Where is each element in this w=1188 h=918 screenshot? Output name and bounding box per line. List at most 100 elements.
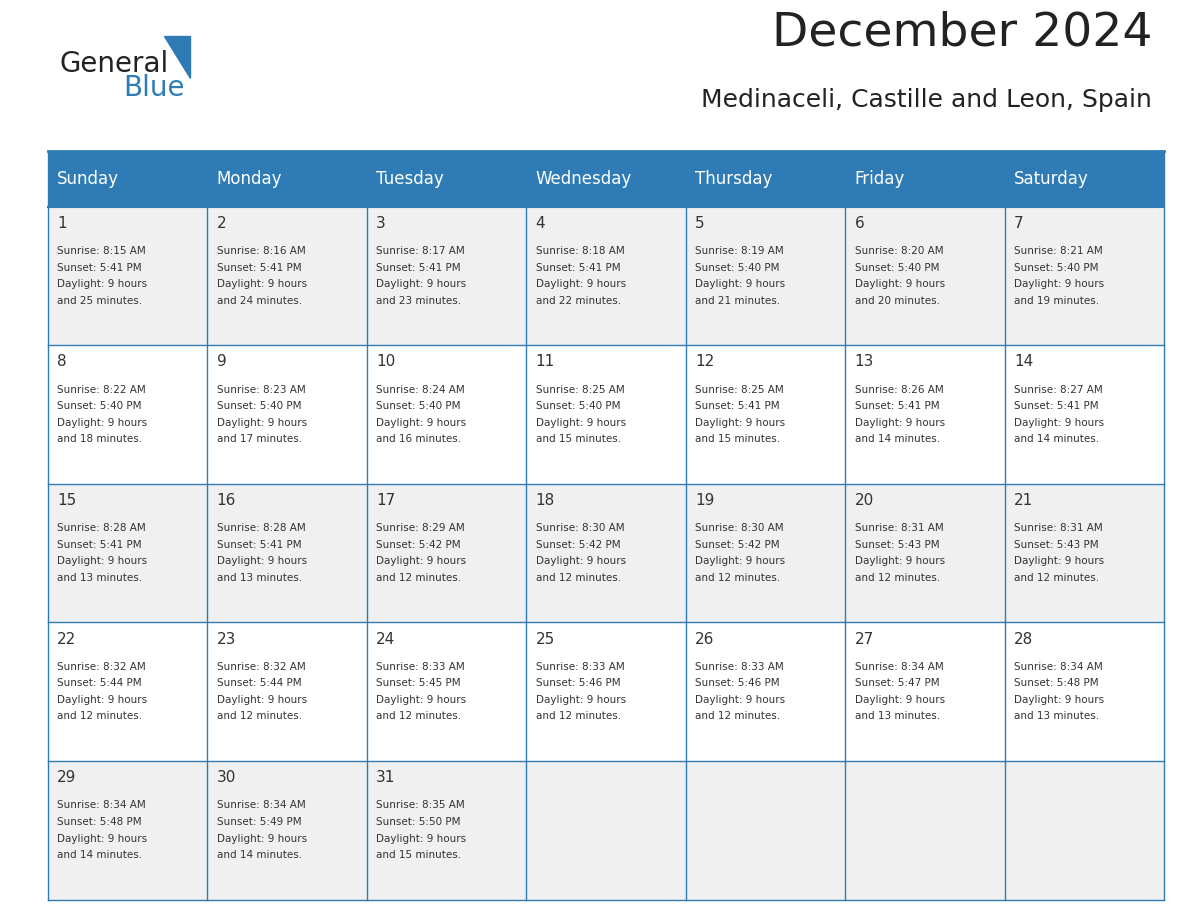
Text: Sunrise: 8:30 AM: Sunrise: 8:30 AM xyxy=(695,523,784,533)
Text: Medinaceli, Castille and Leon, Spain: Medinaceli, Castille and Leon, Spain xyxy=(701,88,1152,112)
Text: 24: 24 xyxy=(377,632,396,646)
Text: Sunset: 5:42 PM: Sunset: 5:42 PM xyxy=(536,540,620,550)
Text: Sunrise: 8:23 AM: Sunrise: 8:23 AM xyxy=(216,385,305,395)
Text: Saturday: Saturday xyxy=(1015,170,1089,188)
Text: Sunset: 5:41 PM: Sunset: 5:41 PM xyxy=(377,263,461,273)
Text: 23: 23 xyxy=(216,632,236,646)
Text: 1: 1 xyxy=(57,216,67,230)
Text: and 14 minutes.: and 14 minutes. xyxy=(216,850,302,860)
Text: Sunrise: 8:18 AM: Sunrise: 8:18 AM xyxy=(536,246,625,256)
Text: Blue: Blue xyxy=(124,73,185,102)
Text: December 2024: December 2024 xyxy=(772,10,1152,55)
Text: 20: 20 xyxy=(854,493,874,508)
Text: 21: 21 xyxy=(1015,493,1034,508)
Text: 13: 13 xyxy=(854,354,874,369)
Text: 9: 9 xyxy=(216,354,226,369)
Text: and 19 minutes.: and 19 minutes. xyxy=(1015,296,1099,306)
Text: Sunrise: 8:34 AM: Sunrise: 8:34 AM xyxy=(854,662,943,672)
Text: Daylight: 9 hours: Daylight: 9 hours xyxy=(57,695,147,705)
Text: Tuesday: Tuesday xyxy=(377,170,444,188)
Text: Daylight: 9 hours: Daylight: 9 hours xyxy=(377,556,466,566)
Text: Daylight: 9 hours: Daylight: 9 hours xyxy=(854,418,944,428)
Text: Sunrise: 8:26 AM: Sunrise: 8:26 AM xyxy=(854,385,943,395)
Text: Daylight: 9 hours: Daylight: 9 hours xyxy=(377,834,466,844)
Text: 17: 17 xyxy=(377,493,396,508)
Text: Friday: Friday xyxy=(854,170,905,188)
Text: Sunset: 5:41 PM: Sunset: 5:41 PM xyxy=(1015,401,1099,411)
Text: Sunrise: 8:22 AM: Sunrise: 8:22 AM xyxy=(57,385,146,395)
Text: Sunrise: 8:34 AM: Sunrise: 8:34 AM xyxy=(57,800,146,811)
Text: Sunrise: 8:24 AM: Sunrise: 8:24 AM xyxy=(377,385,465,395)
FancyBboxPatch shape xyxy=(48,207,1164,345)
Text: Daylight: 9 hours: Daylight: 9 hours xyxy=(695,418,785,428)
Text: Daylight: 9 hours: Daylight: 9 hours xyxy=(854,556,944,566)
Text: Sunset: 5:41 PM: Sunset: 5:41 PM xyxy=(216,540,302,550)
Text: Daylight: 9 hours: Daylight: 9 hours xyxy=(57,418,147,428)
Text: Daylight: 9 hours: Daylight: 9 hours xyxy=(695,279,785,289)
Text: and 15 minutes.: and 15 minutes. xyxy=(377,850,461,860)
Text: and 18 minutes.: and 18 minutes. xyxy=(57,434,143,444)
Text: Daylight: 9 hours: Daylight: 9 hours xyxy=(854,695,944,705)
Text: Monday: Monday xyxy=(216,170,282,188)
Text: Daylight: 9 hours: Daylight: 9 hours xyxy=(57,556,147,566)
Text: 7: 7 xyxy=(1015,216,1024,230)
Text: Sunset: 5:41 PM: Sunset: 5:41 PM xyxy=(536,263,620,273)
Text: Sunrise: 8:33 AM: Sunrise: 8:33 AM xyxy=(377,662,465,672)
Text: Sunset: 5:45 PM: Sunset: 5:45 PM xyxy=(377,678,461,688)
Text: Sunset: 5:40 PM: Sunset: 5:40 PM xyxy=(854,263,940,273)
Text: Sunrise: 8:20 AM: Sunrise: 8:20 AM xyxy=(854,246,943,256)
Text: Sunrise: 8:21 AM: Sunrise: 8:21 AM xyxy=(1015,246,1102,256)
Polygon shape xyxy=(164,36,190,78)
Text: and 12 minutes.: and 12 minutes. xyxy=(854,573,940,583)
Text: Daylight: 9 hours: Daylight: 9 hours xyxy=(216,834,307,844)
Text: and 12 minutes.: and 12 minutes. xyxy=(377,573,461,583)
Text: 30: 30 xyxy=(216,770,236,785)
Text: and 23 minutes.: and 23 minutes. xyxy=(377,296,461,306)
Text: Daylight: 9 hours: Daylight: 9 hours xyxy=(1015,279,1105,289)
Text: Sunset: 5:48 PM: Sunset: 5:48 PM xyxy=(1015,678,1099,688)
Text: and 12 minutes.: and 12 minutes. xyxy=(536,573,621,583)
Text: Sunset: 5:44 PM: Sunset: 5:44 PM xyxy=(57,678,141,688)
Text: Daylight: 9 hours: Daylight: 9 hours xyxy=(377,418,466,428)
Text: Sunrise: 8:29 AM: Sunrise: 8:29 AM xyxy=(377,523,465,533)
Text: and 12 minutes.: and 12 minutes. xyxy=(216,711,302,722)
Text: Sunset: 5:40 PM: Sunset: 5:40 PM xyxy=(695,263,779,273)
Text: Daylight: 9 hours: Daylight: 9 hours xyxy=(216,556,307,566)
Text: Daylight: 9 hours: Daylight: 9 hours xyxy=(377,695,466,705)
Text: Daylight: 9 hours: Daylight: 9 hours xyxy=(1015,556,1105,566)
Text: Sunrise: 8:28 AM: Sunrise: 8:28 AM xyxy=(216,523,305,533)
Text: Daylight: 9 hours: Daylight: 9 hours xyxy=(536,418,626,428)
Text: Sunset: 5:40 PM: Sunset: 5:40 PM xyxy=(536,401,620,411)
Text: and 13 minutes.: and 13 minutes. xyxy=(57,573,143,583)
Text: 11: 11 xyxy=(536,354,555,369)
Text: Daylight: 9 hours: Daylight: 9 hours xyxy=(695,556,785,566)
Text: Sunrise: 8:15 AM: Sunrise: 8:15 AM xyxy=(57,246,146,256)
Text: Daylight: 9 hours: Daylight: 9 hours xyxy=(1015,695,1105,705)
Text: and 12 minutes.: and 12 minutes. xyxy=(1015,573,1099,583)
Text: Sunset: 5:40 PM: Sunset: 5:40 PM xyxy=(216,401,301,411)
Text: and 22 minutes.: and 22 minutes. xyxy=(536,296,621,306)
Text: and 14 minutes.: and 14 minutes. xyxy=(1015,434,1099,444)
Text: 19: 19 xyxy=(695,493,714,508)
Text: 15: 15 xyxy=(57,493,76,508)
Text: Sunday: Sunday xyxy=(57,170,119,188)
Text: 18: 18 xyxy=(536,493,555,508)
Text: Sunrise: 8:31 AM: Sunrise: 8:31 AM xyxy=(854,523,943,533)
Text: 22: 22 xyxy=(57,632,76,646)
Text: 27: 27 xyxy=(854,632,874,646)
Text: Sunrise: 8:19 AM: Sunrise: 8:19 AM xyxy=(695,246,784,256)
Text: Sunrise: 8:28 AM: Sunrise: 8:28 AM xyxy=(57,523,146,533)
Text: Daylight: 9 hours: Daylight: 9 hours xyxy=(57,834,147,844)
Text: Sunrise: 8:35 AM: Sunrise: 8:35 AM xyxy=(377,800,465,811)
Text: Daylight: 9 hours: Daylight: 9 hours xyxy=(216,279,307,289)
Text: 2: 2 xyxy=(216,216,226,230)
Text: and 14 minutes.: and 14 minutes. xyxy=(854,434,940,444)
Text: Sunrise: 8:31 AM: Sunrise: 8:31 AM xyxy=(1015,523,1102,533)
Text: and 20 minutes.: and 20 minutes. xyxy=(854,296,940,306)
Text: Sunset: 5:49 PM: Sunset: 5:49 PM xyxy=(216,817,302,827)
Text: 28: 28 xyxy=(1015,632,1034,646)
Text: and 24 minutes.: and 24 minutes. xyxy=(216,296,302,306)
Text: and 13 minutes.: and 13 minutes. xyxy=(854,711,940,722)
Text: and 25 minutes.: and 25 minutes. xyxy=(57,296,143,306)
Text: Sunset: 5:46 PM: Sunset: 5:46 PM xyxy=(695,678,779,688)
